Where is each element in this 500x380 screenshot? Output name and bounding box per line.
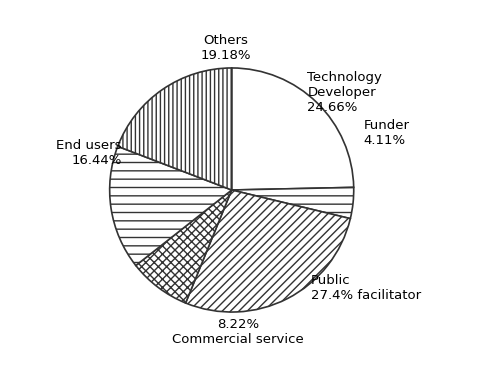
Text: Others
19.18%: Others 19.18% — [200, 34, 251, 62]
Text: 8.22%
Commercial service: 8.22% Commercial service — [172, 318, 304, 346]
Wedge shape — [232, 68, 354, 190]
Text: End users
16.44%: End users 16.44% — [56, 139, 122, 167]
Wedge shape — [110, 146, 232, 266]
Wedge shape — [232, 187, 354, 218]
Text: Public
27.4% facilitator: Public 27.4% facilitator — [311, 274, 421, 302]
Wedge shape — [186, 190, 350, 312]
Text: Technology
Developer
24.66%: Technology Developer 24.66% — [308, 71, 382, 114]
Wedge shape — [118, 68, 232, 190]
Text: Funder
4.11%: Funder 4.11% — [364, 119, 410, 147]
Wedge shape — [136, 190, 232, 303]
